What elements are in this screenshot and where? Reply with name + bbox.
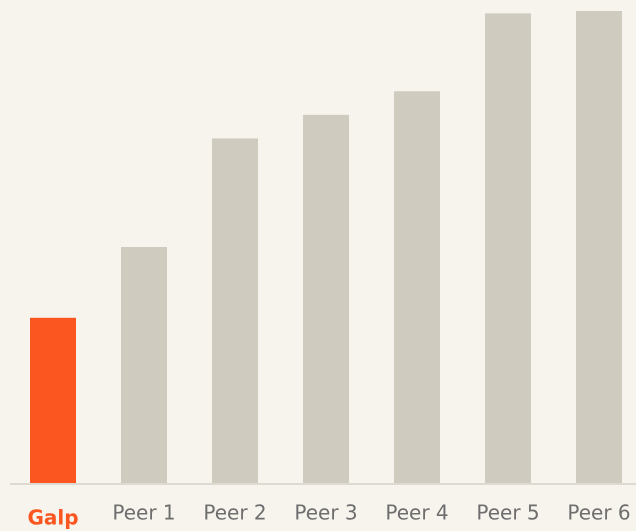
x-tick-label: Peer 4 xyxy=(385,501,448,525)
x-tick-label: Peer 1 xyxy=(112,501,175,525)
bar xyxy=(30,317,76,483)
x-tick-label: Peer 6 xyxy=(567,501,630,525)
bar xyxy=(121,247,167,483)
x-tick-label: Peer 3 xyxy=(294,501,357,525)
bar xyxy=(576,11,622,483)
bar xyxy=(303,114,349,483)
x-tick-label: Peer 2 xyxy=(203,501,266,525)
bar xyxy=(394,91,440,484)
bar xyxy=(485,13,531,484)
x-tick-label: Peer 5 xyxy=(476,501,539,525)
bar xyxy=(212,138,258,483)
x-tick-label: Galp xyxy=(27,506,78,530)
